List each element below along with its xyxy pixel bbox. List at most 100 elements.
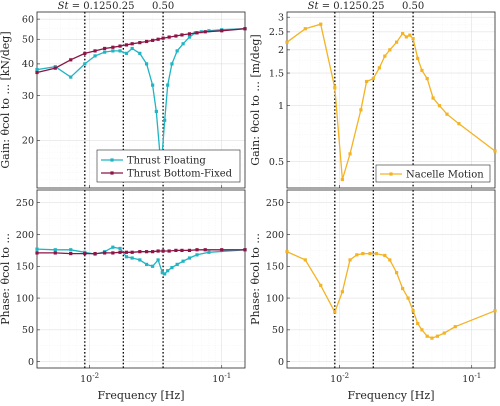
data-point [156,37,160,41]
y-axis-label: Phase: θcol to ... [249,233,262,325]
x-tick-label: 10-2 [80,372,99,385]
data-point [207,250,211,254]
data-point [69,251,73,256]
y-tick-label: 1 [278,101,284,112]
data-point [377,66,381,70]
data-point [83,51,87,55]
y-tick-label: 150 [266,262,284,273]
data-point [195,248,199,252]
y-tick-label: 200 [266,230,284,241]
data-point [93,49,97,53]
data-point [420,68,424,72]
panel-top-left: 20 30 40 50 60 Gain: θcol to ... [kN/deg] Thru… [0,1,247,189]
data-point [374,251,379,256]
data-point [138,41,142,45]
data-point [138,250,142,254]
y-tick-label: 0 [28,357,34,368]
strouhal-label: 0.50 [152,1,174,12]
data-point [371,76,375,81]
x-tick-label: 10-1 [462,372,481,385]
data-point [355,253,359,257]
data-point [118,44,122,48]
data-point [83,62,87,66]
legend-marker [110,171,114,175]
data-point [408,33,412,37]
data-point [111,49,115,53]
data-point [453,325,457,329]
y-tick-label: 100 [266,293,284,304]
data-point [406,296,410,300]
data-point [163,272,167,276]
data-point [445,112,449,116]
series-line [286,23,496,180]
data-point [151,83,155,87]
data-point [457,122,461,126]
y-tick-label: 50 [22,325,34,336]
series-line [36,28,246,74]
data-point [207,29,211,33]
data-point [160,271,164,275]
panel-bottom-left: 0 50 100 150 200 250 10-2 10-1 Frequency [Hz] Pha… [0,189,247,402]
data-point [319,22,323,26]
y-tick-label: 40 [22,59,34,70]
data-point [103,46,107,51]
data-point [401,31,405,36]
y-tick-label: 3 [278,12,284,23]
legend [375,164,491,183]
data-point [437,104,442,108]
y-axis-label: Phase: θcol to ... [0,233,12,325]
panel-top-right: 0.5 1 1.5 2 2.5 3 Gain: θcol to ... [m/deg] Nac… [249,1,497,189]
data-point [431,96,435,100]
x-axis-label: Frequency [Hz] [98,389,185,402]
y-axis-label: Gain: θcol to ... [m/deg] [249,34,262,165]
data-point [151,250,155,254]
y-tick-label: 0 [278,357,284,368]
data-point [69,248,73,252]
data-point [187,248,192,252]
legend-label: Nacelle Motion [406,170,484,181]
data-point [181,259,185,263]
legend-label: Thrust Floating [127,156,206,167]
data-point [174,34,178,38]
legend-marker [389,172,393,176]
data-point [180,248,184,252]
strouhal-label: St = 0.125 [58,1,112,12]
data-point [130,46,134,51]
data-point [319,283,323,287]
data-point [151,38,155,42]
data-point [394,40,399,44]
data-point [83,251,87,256]
data-point [442,331,446,335]
data-point [416,321,420,326]
data-point [174,248,178,252]
data-point [348,152,352,156]
y-tick-label: 30 [22,91,34,102]
data-point [124,255,129,259]
data-point [187,256,192,260]
data-point [35,251,39,255]
data-point [340,177,344,182]
strouhal-label: St = 0.125 [308,1,362,12]
axes-frame [36,11,246,189]
y-axis-label: Gain: θcol to ... [kN/deg] [0,31,12,168]
data-point [167,35,171,39]
data-point [187,32,192,36]
data-point [364,79,369,84]
data-point [163,118,167,122]
data-point [130,42,134,46]
data-point [180,33,184,37]
y-tick-label: 150 [16,262,34,273]
data-point [303,27,307,31]
data-point [368,251,372,256]
data-point [175,49,179,53]
y-tick-label: 50 [22,35,34,46]
data-point [161,36,165,40]
data-point [93,54,97,58]
y-tick-label: 250 [16,198,34,209]
data-point [181,42,185,46]
data-point [144,62,149,66]
data-point [195,253,199,257]
data-point [138,258,142,262]
data-point [187,35,192,39]
